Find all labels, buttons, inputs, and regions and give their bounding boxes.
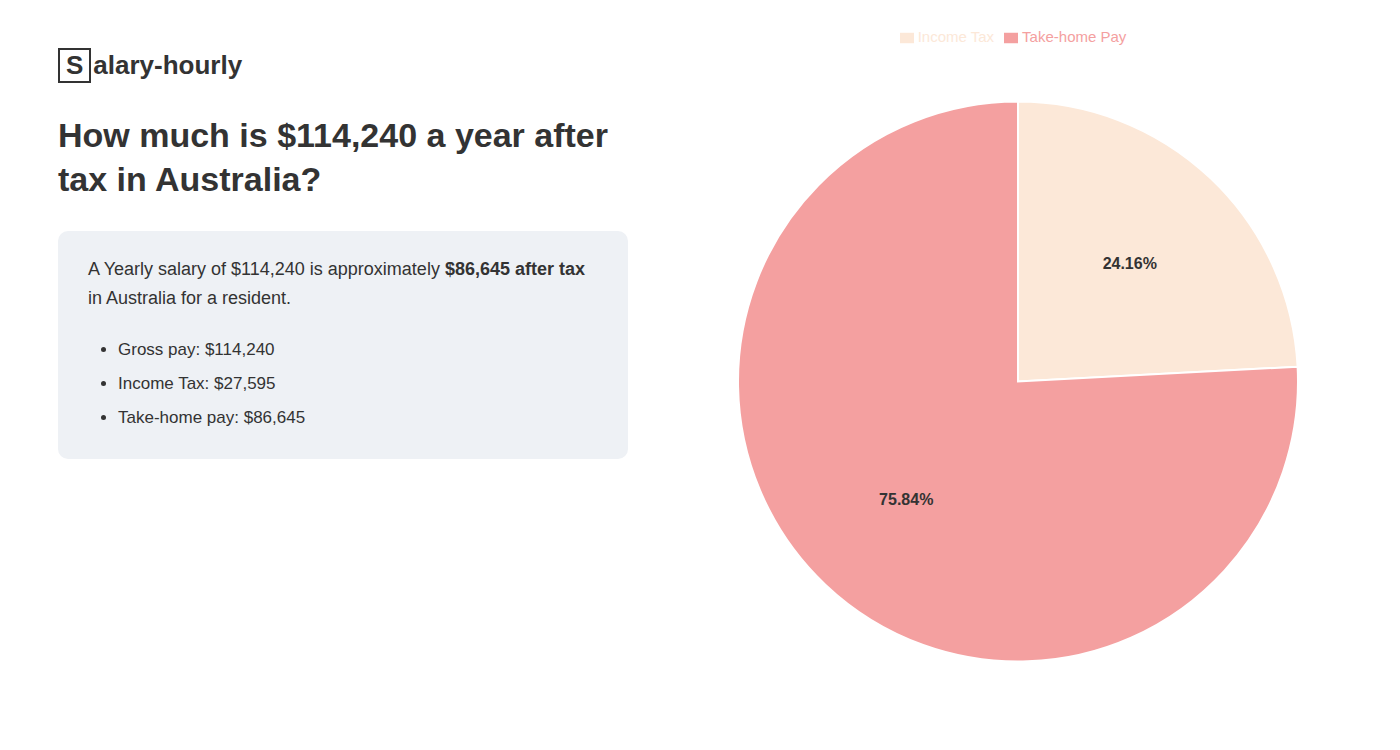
html-text:S alary-hourly: S alary-hourly [66, 50, 243, 80]
html-text:in Australia for a resident.: in Australia for a resident. [88, 288, 292, 309]
html-text:A Yearly salary of $114,240 is: A Yearly salary of $114,240 is approxima… [88, 259, 585, 280]
html-text:Income Tax: $27,595: Income Tax: $27,595 [118, 374, 276, 393]
html-text:Income Tax: Income Tax [917, 28, 995, 45]
html-text:Take-home pay: $86,645: Take-home pay: $86,645 [118, 408, 306, 427]
svg-text:24.16%: 24.16% [1103, 255, 1157, 272]
svg-text:75.84%: 75.84% [879, 491, 933, 508]
html-text:How much is $114,240 a year af: How much is $114,240 a year after tax in… [58, 116, 608, 199]
html-text:Take-home Pay: Take-home Pay [1022, 28, 1127, 45]
html-text:Gross pay: $114,240: Gross pay: $114,240 [118, 340, 275, 359]
